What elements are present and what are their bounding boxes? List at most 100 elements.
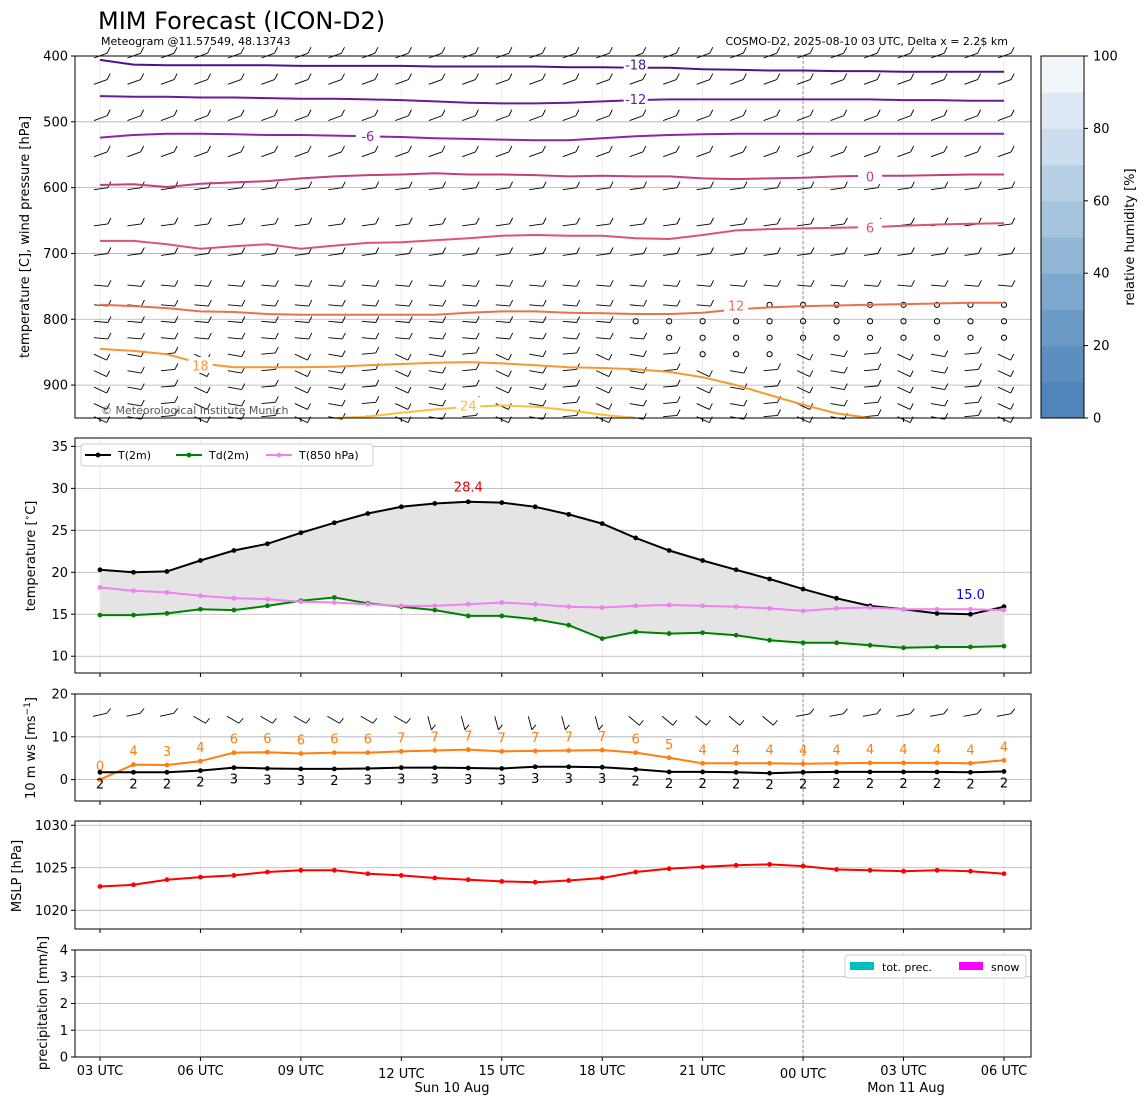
wind-value-label: 4 xyxy=(832,743,840,758)
wind-barb xyxy=(294,223,309,227)
wind-value-label: 4 xyxy=(698,743,706,758)
legend-label: Td(2m) xyxy=(208,449,249,462)
legend-swatch xyxy=(850,962,874,970)
wind-barb-flag xyxy=(910,181,915,188)
wind-barb xyxy=(897,187,912,191)
isotherm-label: 18 xyxy=(192,360,209,375)
mslp-point xyxy=(331,867,337,873)
wind-barb xyxy=(428,337,443,340)
upper-air-panel: -18 -12 -6 0 6 12 18 24 400 500 600 700 800 900 © Me… xyxy=(18,47,1032,424)
wind-barb xyxy=(629,187,644,191)
wind-value-label: 3 xyxy=(531,772,539,787)
wind-barb-flag xyxy=(943,47,948,54)
wind-barb-flag xyxy=(173,145,178,153)
wind-barb xyxy=(428,115,443,121)
wind-barb xyxy=(328,353,343,358)
wind-barb xyxy=(529,187,544,191)
wind-barb xyxy=(361,223,376,227)
series-point xyxy=(566,511,572,517)
wind-barb xyxy=(194,253,209,256)
wind-barb xyxy=(261,401,276,404)
legend-label: T(2m) xyxy=(117,449,151,462)
wind-barb-flag xyxy=(809,353,814,361)
wind-barb-flag xyxy=(842,708,848,715)
wind-barb-flag xyxy=(442,399,446,407)
series-point xyxy=(700,630,706,636)
calm-circle xyxy=(900,318,907,325)
wind-barb xyxy=(194,337,209,340)
wind-barb-flag xyxy=(475,181,480,188)
y-tick-label: 1030 xyxy=(35,819,68,834)
wind-value-label: 6 xyxy=(230,733,238,748)
colorbar-tick-label: 80 xyxy=(1093,122,1110,137)
wind-barb xyxy=(896,713,911,717)
series-point xyxy=(934,644,940,650)
wind-barb-flag xyxy=(141,332,145,340)
wind-value-label: 2 xyxy=(163,777,171,792)
series-point xyxy=(398,603,404,609)
wind-barb xyxy=(361,115,376,121)
wind-barb-flag xyxy=(475,145,479,153)
wind-value-label: 6 xyxy=(263,732,271,747)
series-point xyxy=(666,631,672,636)
wind-barb xyxy=(495,187,510,191)
wind-barb xyxy=(361,337,376,340)
mslp-point xyxy=(968,868,973,874)
wind-barb-flag xyxy=(843,47,848,54)
series-point xyxy=(633,603,639,609)
wind-barb-flag xyxy=(341,73,345,80)
wind-barb xyxy=(997,353,1011,361)
wind-barb xyxy=(830,353,845,358)
wind-barb-flag xyxy=(407,403,412,410)
wind-series-point xyxy=(164,762,170,768)
wind-barb-flag xyxy=(408,316,413,323)
upper-air-grid xyxy=(75,55,1031,418)
wind-series-point xyxy=(968,769,973,775)
wind-barb-flag xyxy=(375,396,380,403)
wind-barb xyxy=(261,115,275,121)
series-point xyxy=(532,616,538,622)
series-point xyxy=(131,612,136,618)
wind-barb-flag xyxy=(408,47,412,54)
colorbar-level xyxy=(1041,273,1084,310)
wind-barb-flag xyxy=(375,346,380,354)
wind-barb xyxy=(495,320,510,323)
wind-series-point xyxy=(97,769,103,775)
wind-barb-flag xyxy=(541,145,546,153)
series-point xyxy=(499,613,505,619)
wind-barb xyxy=(629,353,644,358)
wind-barb-flag xyxy=(341,366,346,374)
wind-value-label: 4 xyxy=(966,743,974,758)
wind-barb xyxy=(92,712,107,717)
series-point xyxy=(834,640,839,646)
wind-barb-flag xyxy=(408,181,413,188)
wind-barb xyxy=(93,353,107,361)
wind-barb xyxy=(462,115,476,121)
wind-barb xyxy=(561,716,566,730)
wind-barb-flag xyxy=(531,724,537,731)
wind-barb-flag xyxy=(843,366,848,374)
wind-barb-flag xyxy=(944,366,949,374)
wind-barb-flag xyxy=(809,73,814,80)
time-tick-label: 06 UTC xyxy=(981,1064,1027,1079)
calm-circle xyxy=(766,334,773,341)
wind-barb xyxy=(261,187,276,191)
wind-series-point xyxy=(800,769,806,775)
wind-barb-flag xyxy=(207,332,212,340)
wind-barb xyxy=(160,304,175,307)
wind-barb xyxy=(596,304,611,307)
wind-barb-flag xyxy=(442,350,446,357)
wind-barb-flag xyxy=(140,217,145,225)
wind-barb-flag xyxy=(777,280,781,287)
wind-barb xyxy=(395,370,409,377)
wind-barb-flag xyxy=(408,299,413,307)
wind-barb-flag xyxy=(877,280,882,287)
wind-value-label: 6 xyxy=(364,733,372,748)
wind-series-point xyxy=(231,765,237,771)
wind-barb-flag xyxy=(241,280,246,287)
wind-barb xyxy=(629,337,644,340)
wind-barb xyxy=(562,79,577,85)
wind-barb-flag xyxy=(407,386,412,394)
wind-barb-flag xyxy=(608,47,613,54)
